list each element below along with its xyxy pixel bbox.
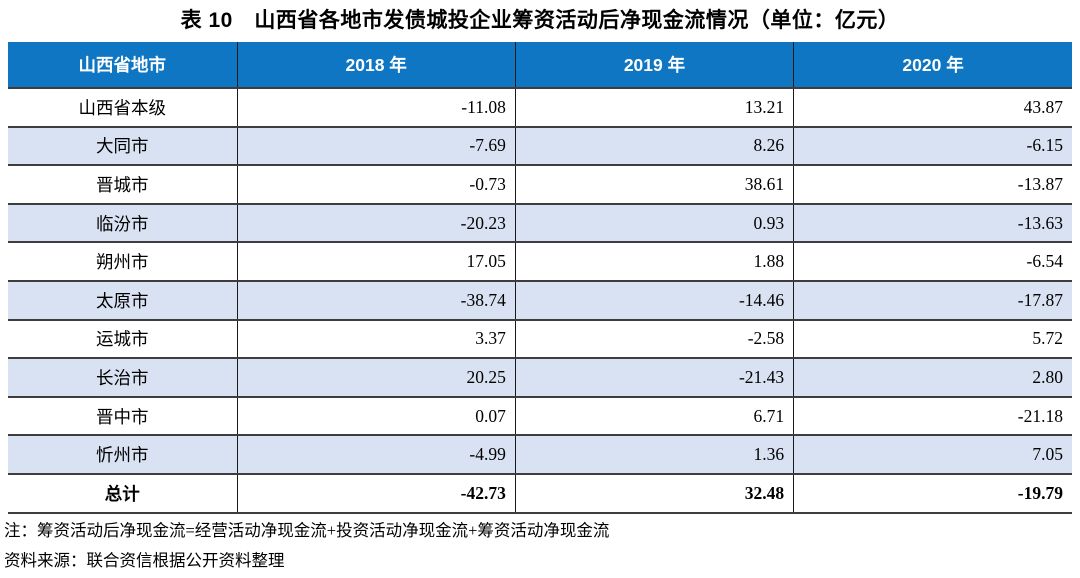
table-row: 总计 -42.73 32.48 -19.79 [8,473,1072,514]
header-2018: 2018 年 [236,42,516,89]
region-cell: 太原市 [8,280,238,321]
value-cell: 0.07 [236,396,516,437]
table-row: 忻州市 -4.99 1.36 7.05 [8,435,1072,475]
value-cell: 43.87 [793,88,1072,128]
value-cell: 38.61 [514,165,794,205]
value-cell: 0.93 [514,203,794,244]
header-2019: 2019 年 [514,42,794,89]
note-formula: 注：筹资活动后净现金流=经营活动净现金流+投资活动净现金流+筹资活动净现金流 [4,521,610,540]
value-cell: -0.73 [236,165,516,205]
header-region: 山西省地市 [8,42,238,89]
region-cell: 朔州市 [8,242,238,282]
note-source: 资料来源：联合资信根据公开资料整理 [4,551,285,570]
value-cell: 17.05 [236,242,516,282]
value-cell: -42.73 [236,473,516,514]
region-cell: 运城市 [8,319,238,360]
value-cell: 5.72 [793,319,1072,360]
value-cell: 7.05 [793,435,1072,475]
value-cell: -6.15 [793,126,1072,167]
value-cell: 13.21 [514,88,794,128]
table-row: 晋中市 0.07 6.71 -21.18 [8,396,1072,437]
table-row: 晋城市 -0.73 38.61 -13.87 [8,165,1072,205]
table-header: 山西省地市 2018 年 2019 年 2020 年 [8,42,1072,89]
value-cell: -19.79 [793,473,1072,514]
value-cell: 2.80 [793,358,1072,398]
value-cell: 20.25 [236,358,516,398]
region-cell: 临汾市 [8,203,238,244]
table-row: 临汾市 -20.23 0.93 -13.63 [8,203,1072,244]
table-row: 运城市 3.37 -2.58 5.72 [8,319,1072,360]
value-cell: -13.63 [793,203,1072,244]
value-cell: -13.87 [793,165,1072,205]
value-cell: 3.37 [236,319,516,360]
table-row: 山西省本级 -11.08 13.21 43.87 [8,88,1072,128]
value-cell: 6.71 [514,396,794,437]
region-cell: 晋中市 [8,396,238,437]
value-cell: 1.88 [514,242,794,282]
table-row: 太原市 -38.74 -14.46 -17.87 [8,280,1072,321]
table-row: 朔州市 17.05 1.88 -6.54 [8,242,1072,282]
value-cell: -21.43 [514,358,794,398]
table-row: 大同市 -7.69 8.26 -6.15 [8,126,1072,167]
value-cell: -20.23 [236,203,516,244]
value-cell: -17.87 [793,280,1072,321]
net-cashflow-table: 山西省地市 2018 年 2019 年 2020 年 山西省本级 -11.08 13… [8,42,1072,514]
table-notes: 注：筹资活动后净现金流=经营活动净现金流+投资活动净现金流+筹资活动净现金流 资… [4,516,609,576]
table-body: 山西省本级 -11.08 13.21 43.87 大同市 -7.69 8.26 -6.15 晋城… [8,88,1072,514]
value-cell: -11.08 [236,88,516,128]
table-title: 表 10 山西省各地市发债城投企业筹资活动后净现金流情况（单位：亿元） [180,9,900,32]
value-cell: -4.99 [236,435,516,475]
region-cell: 忻州市 [8,435,238,475]
value-cell: 32.48 [514,473,794,514]
value-cell: -38.74 [236,280,516,321]
region-cell: 晋城市 [8,165,238,205]
value-cell: 8.26 [514,126,794,167]
value-cell: -21.18 [793,396,1072,437]
header-2020: 2020 年 [793,42,1072,89]
region-cell: 总计 [8,473,238,514]
region-cell: 山西省本级 [8,88,238,128]
header-row: 山西省地市 2018 年 2019 年 2020 年 [8,42,1072,89]
value-cell: -7.69 [236,126,516,167]
value-cell: 1.36 [514,435,794,475]
value-cell: -6.54 [793,242,1072,282]
region-cell: 长治市 [8,358,238,398]
value-cell: -14.46 [514,280,794,321]
table-row: 长治市 20.25 -21.43 2.80 [8,358,1072,398]
region-cell: 大同市 [8,126,238,167]
value-cell: -2.58 [514,319,794,360]
